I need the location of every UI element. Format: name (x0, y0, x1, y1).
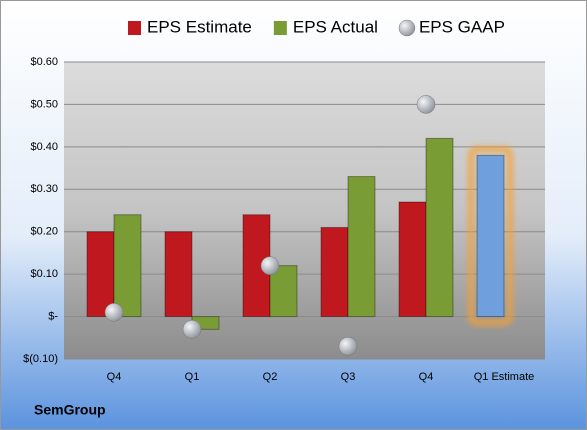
y-tick-label: $0.20 (30, 226, 58, 238)
gaap-marker (182, 320, 202, 339)
gaap-marker (104, 303, 124, 322)
bar (476, 154, 505, 318)
y-tick-label: $0.50 (30, 98, 58, 110)
bar (86, 231, 115, 318)
bar (164, 231, 193, 318)
legend-label: EPS GAAP (419, 17, 505, 36)
x-tick-label: Q4 (419, 371, 434, 383)
gaap-marker (260, 256, 280, 275)
bar (347, 176, 376, 318)
x-tick-label: Q1 Estimate (474, 371, 535, 383)
bar (113, 214, 142, 318)
y-tick-label: $0.30 (30, 183, 58, 195)
bar (398, 201, 427, 318)
y-tick-label: $(0.10) (23, 353, 58, 365)
y-tick-label: $0.40 (30, 141, 58, 153)
bar-highlight (468, 146, 513, 326)
bar (320, 226, 349, 318)
gaap-marker (416, 95, 436, 114)
legend-label: EPS Actual (293, 17, 378, 36)
x-tick-label: Q1 (185, 371, 200, 383)
legend-label: EPS Estimate (147, 17, 252, 36)
bar (269, 265, 298, 318)
bar (425, 137, 454, 318)
x-tick-label: Q3 (341, 371, 356, 383)
gaap-marker (338, 337, 358, 356)
y-tick-label: $0.10 (30, 268, 58, 280)
footer: SemGroup (34, 402, 106, 418)
plot-area (64, 62, 545, 359)
legend-swatch (398, 19, 416, 37)
y-tick-label: $- (48, 310, 58, 322)
x-tick-label: Q4 (107, 371, 122, 383)
legend-swatch (128, 21, 141, 35)
y-tick-label: $0.60 (30, 56, 58, 68)
legend-swatch (273, 21, 287, 35)
x-tick-label: Q2 (263, 371, 278, 383)
